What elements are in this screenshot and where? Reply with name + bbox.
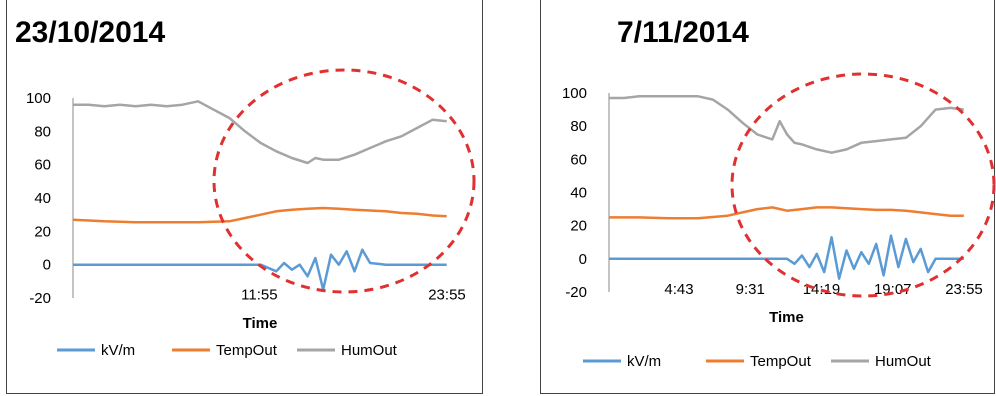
legend-label: TempOut xyxy=(750,353,812,370)
chart-title: 7/11/2014 xyxy=(617,16,749,49)
y-tick-label: -20 xyxy=(29,290,51,307)
y-tick-label: 80 xyxy=(34,123,51,140)
y-tick-label: 20 xyxy=(34,223,51,240)
x-tick-label: 4:43 xyxy=(664,281,693,298)
y-tick-label: 100 xyxy=(26,90,51,107)
x-tick-label: 23:55 xyxy=(428,287,466,304)
chart-title: 23/10/2014 xyxy=(15,16,166,49)
x-tick-label: 9:31 xyxy=(736,281,765,298)
y-tick-label: 100 xyxy=(562,85,587,102)
y-tick-label: 40 xyxy=(34,190,51,207)
y-tick-label: 20 xyxy=(570,218,587,235)
series-line-humout xyxy=(73,100,447,165)
chart-panel-1: 23/10/2014 -20 0 20 40 60 80 100 11:55 23:55 Time… xyxy=(6,0,483,394)
series-line-kv-m xyxy=(609,234,964,280)
series-line-tempout xyxy=(72,206,447,224)
y-tick-label: 60 xyxy=(570,151,587,168)
series-line-humout xyxy=(609,95,964,154)
legend-label: HumOut xyxy=(875,353,932,370)
y-tick-label: -20 xyxy=(565,284,587,301)
x-axis-title: Time xyxy=(769,309,804,326)
chart-1-svg: -20 0 20 40 60 80 100 11:55 23:55 Time kV/m TempOut… xyxy=(26,68,476,359)
highlight-ellipse xyxy=(730,72,996,298)
legend-label: HumOut xyxy=(341,342,398,359)
legend-label: kV/m xyxy=(627,353,661,370)
legend-label: TempOut xyxy=(216,342,278,359)
series-line-tempout xyxy=(609,206,964,220)
x-tick-label: 19:07 xyxy=(874,281,912,298)
highlight-ellipse xyxy=(212,68,476,294)
y-tick-label: 0 xyxy=(579,251,587,268)
y-tick-label: 40 xyxy=(570,185,587,202)
chart-panel-2: 7/11/2014 -20 0 20 40 60 80 100 4:43 9:31 14:19 19… xyxy=(540,0,996,394)
x-axis-title: Time xyxy=(243,315,278,332)
x-tick-label: 11:55 xyxy=(241,287,277,304)
series-line-kv-m xyxy=(73,248,447,291)
y-tick-label: 0 xyxy=(43,257,51,274)
y-tick-label: 60 xyxy=(34,157,51,174)
legend-label: kV/m xyxy=(101,342,135,359)
x-tick-label: 23:55 xyxy=(945,281,983,298)
y-tick-label: 80 xyxy=(570,118,587,135)
